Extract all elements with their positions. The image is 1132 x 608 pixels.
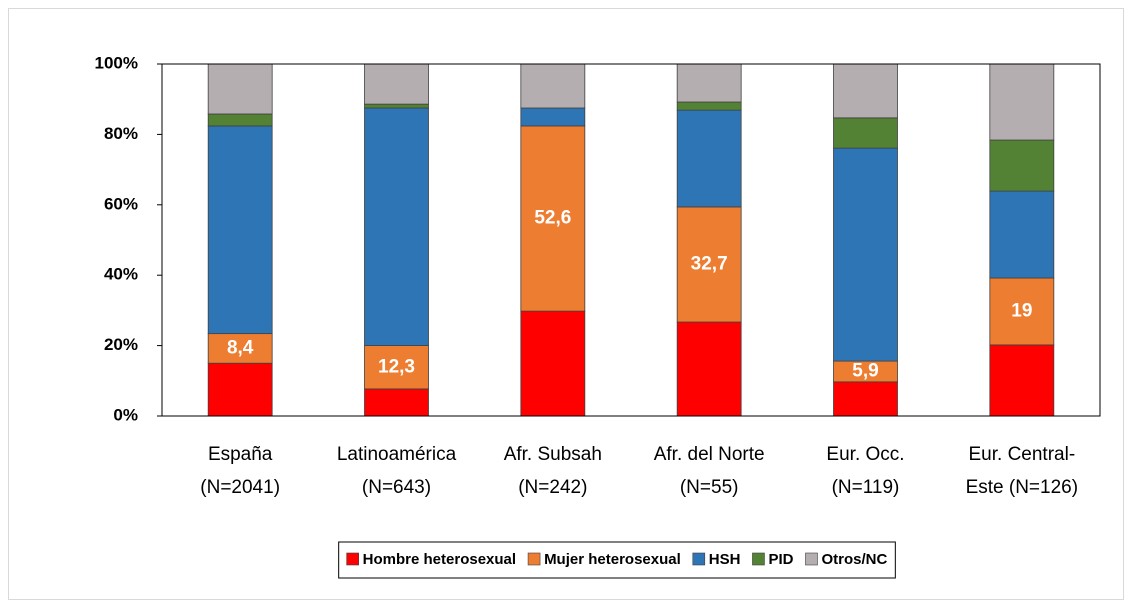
y-tick-label: 40% (104, 265, 138, 284)
bar-segment (207, 125, 273, 335)
x-tick-label: España (208, 444, 273, 465)
y-tick-label: 80% (104, 124, 138, 143)
x-tick-label: (N=242) (518, 477, 587, 498)
y-tick-label: 0% (113, 405, 138, 424)
legend-label: HSH (709, 551, 741, 568)
bar-segment (364, 345, 429, 390)
x-tick-label: Eur. Central- (969, 444, 1076, 465)
value-label: 12,3 (378, 356, 415, 377)
bar-segment (676, 321, 742, 417)
legend-swatch (752, 552, 765, 566)
value-label: 52,6 (534, 208, 571, 229)
legend-box (338, 541, 896, 579)
bar-segment (520, 310, 586, 417)
legend-label: Mujer heterosexual (544, 551, 681, 568)
legend-swatch (805, 552, 818, 566)
value-label: 8,4 (227, 337, 254, 358)
legend-label: PID (768, 551, 793, 568)
bar-segment (364, 107, 429, 347)
bar-segment (989, 344, 1055, 417)
bar-segment (207, 63, 273, 115)
x-tick-label: Latinoamérica (337, 444, 457, 465)
bar-segment (676, 63, 742, 103)
bar-segment (989, 139, 1055, 192)
x-tick-label: Eur. Occ. (826, 444, 904, 465)
legend-swatch (346, 552, 359, 566)
bar-segment (520, 107, 586, 127)
legend-label: Otros/NC (821, 551, 887, 568)
x-tick-label: (N=2041) (200, 477, 280, 498)
bar-segment (833, 381, 898, 417)
bar-segment (676, 101, 742, 111)
y-tick-label: 60% (104, 194, 138, 213)
bar-segment (676, 109, 742, 208)
bar-segment (520, 63, 586, 109)
bar-segment (207, 333, 273, 364)
x-tick-label: (N=119) (832, 477, 900, 498)
bar-segment (989, 277, 1055, 346)
bar-segment (364, 103, 429, 109)
bar-segment (364, 63, 429, 105)
x-tick-label: Afr. del Norte (654, 444, 765, 465)
bar-segment (207, 362, 273, 417)
bar-segment (989, 190, 1055, 279)
legend-label: Hombre heterosexual (363, 551, 516, 568)
bar-segment (207, 113, 273, 127)
bar-segment (833, 63, 898, 119)
y-tick-label: 100% (95, 53, 138, 72)
y-tick-label: 20% (104, 335, 138, 354)
bar-segment (833, 147, 898, 362)
legend-swatch (527, 552, 541, 566)
x-tick-label: (N=55) (680, 477, 739, 498)
plot-border (161, 63, 1101, 417)
bar-segment (676, 206, 742, 323)
value-label: 19 (1011, 300, 1032, 321)
bar-segment (364, 388, 429, 417)
value-label: 32,7 (691, 253, 728, 274)
x-tick-label: (N=643) (362, 477, 431, 498)
value-label: 5,9 (852, 360, 878, 381)
x-tick-label: Afr. Subsah (504, 444, 602, 465)
bar-segment (989, 63, 1055, 141)
legend-swatch (692, 552, 706, 566)
x-tick-label: Este (N=126) (966, 477, 1078, 498)
bar-segment (833, 117, 898, 149)
